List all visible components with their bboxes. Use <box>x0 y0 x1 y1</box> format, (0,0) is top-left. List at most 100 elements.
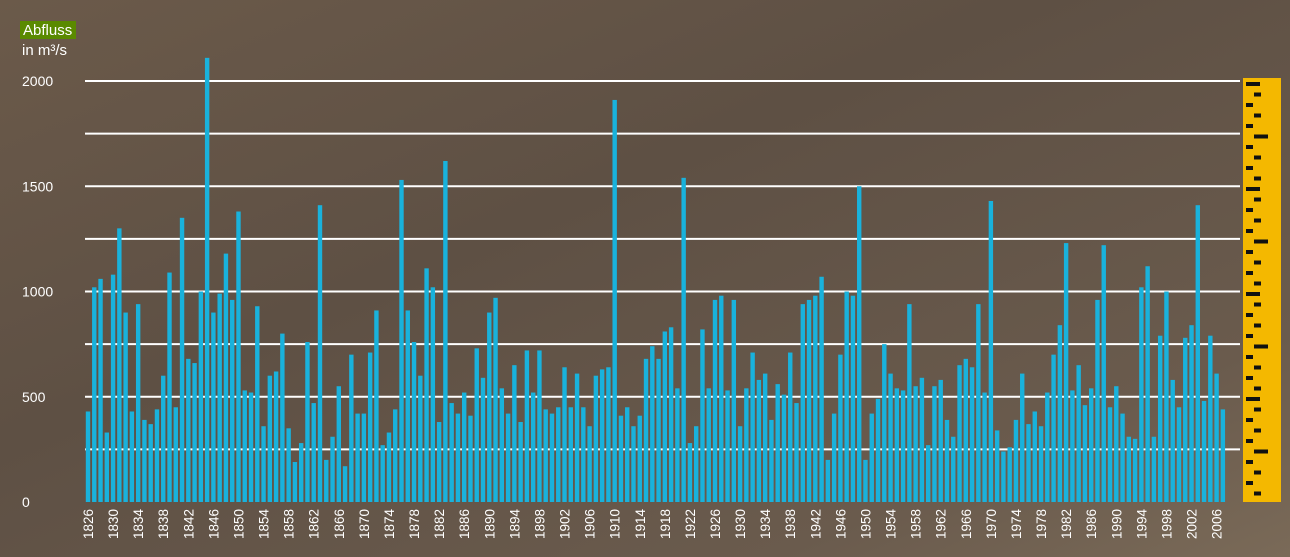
bar <box>173 407 178 502</box>
bar <box>292 462 298 502</box>
bar <box>556 407 561 502</box>
bar <box>1063 243 1069 502</box>
bar <box>568 407 573 502</box>
bar <box>1189 325 1194 502</box>
bar <box>693 426 699 502</box>
bar <box>499 388 505 502</box>
x-tick-label: 1894 <box>507 509 522 540</box>
gauge-tick <box>1254 281 1261 286</box>
bar <box>700 329 705 502</box>
x-tick-label: 1866 <box>332 509 347 539</box>
bar <box>148 424 153 502</box>
bar <box>1151 436 1157 502</box>
bar <box>788 352 793 502</box>
x-tick-label: 1950 <box>858 509 873 539</box>
bar <box>775 384 780 502</box>
gauge-tick <box>1246 460 1253 464</box>
gauge-tick <box>1254 134 1268 139</box>
bar <box>932 386 937 502</box>
bar <box>261 426 266 502</box>
bar <box>505 413 511 502</box>
bar <box>875 398 881 502</box>
x-tick-label: 1998 <box>1159 509 1174 539</box>
gauge-tick <box>1246 397 1260 401</box>
bar <box>110 274 116 502</box>
bar <box>223 253 229 502</box>
gauge-tick <box>1246 166 1253 170</box>
bar <box>719 295 724 502</box>
bar <box>336 386 341 502</box>
bar <box>280 333 285 502</box>
gauge-tick <box>1246 481 1253 485</box>
bar <box>524 350 530 502</box>
gauge-tick <box>1246 376 1253 380</box>
bar <box>781 394 787 502</box>
bar <box>938 379 943 502</box>
x-tick-label: 1858 <box>282 509 297 539</box>
gauge-tick <box>1254 155 1261 160</box>
bar <box>129 411 135 502</box>
x-tick-label: 1886 <box>457 509 472 539</box>
bar <box>1220 409 1226 502</box>
x-tick-label: 1930 <box>733 509 748 539</box>
x-tick-label: 1902 <box>558 509 573 539</box>
bar <box>625 407 630 502</box>
bar <box>750 352 755 502</box>
gauge-tick <box>1246 292 1260 296</box>
bar <box>468 415 473 502</box>
x-tick-label: 1850 <box>231 509 246 539</box>
bar <box>1170 379 1175 502</box>
x-tick-label: 1854 <box>257 509 272 540</box>
bar <box>593 375 599 502</box>
bar <box>1126 436 1132 502</box>
x-tick-label: 1982 <box>1059 509 1074 539</box>
bar <box>900 390 906 502</box>
bar <box>643 358 649 502</box>
bar <box>863 459 868 502</box>
bar <box>1214 373 1219 502</box>
x-tick-label: 1906 <box>583 509 598 539</box>
gauge-tick <box>1246 229 1253 233</box>
x-tick-label: 1870 <box>357 509 372 539</box>
x-tick-label: 1846 <box>206 509 221 539</box>
bar <box>988 200 994 503</box>
bar <box>731 299 737 502</box>
bar <box>606 367 611 502</box>
x-tick-label: 1934 <box>758 509 773 540</box>
bar <box>857 186 862 502</box>
bar <box>92 287 97 502</box>
x-tick-label: 1878 <box>407 509 422 539</box>
bar <box>737 426 743 502</box>
gauge-tick <box>1246 355 1253 359</box>
bar <box>455 413 461 502</box>
bar <box>1101 245 1106 502</box>
bar <box>179 217 185 502</box>
y-tick-label: 500 <box>22 389 46 405</box>
x-tick-label: 1862 <box>307 509 322 539</box>
bar <box>443 160 448 503</box>
y-tick-label: 1500 <box>22 178 53 194</box>
bar <box>662 331 668 502</box>
bar <box>612 99 617 502</box>
x-tick-label: 1914 <box>633 509 648 540</box>
x-tick-label: 1986 <box>1084 509 1099 539</box>
bar <box>800 304 805 502</box>
bar <box>135 304 141 502</box>
gauge-tick <box>1254 260 1261 265</box>
bar <box>549 413 555 502</box>
gauge-tick <box>1246 334 1253 338</box>
bar <box>1076 365 1081 502</box>
bar <box>192 363 197 502</box>
x-tick-label: 1990 <box>1109 509 1124 539</box>
bar <box>1020 373 1025 502</box>
bar <box>1007 447 1012 502</box>
gauge-tick <box>1246 418 1253 422</box>
bar <box>198 291 204 502</box>
bar <box>518 422 523 502</box>
x-tick-label: 1918 <box>658 509 673 539</box>
gauge-tick <box>1254 428 1261 433</box>
bar <box>355 413 360 502</box>
x-tick-label: 2006 <box>1210 509 1225 539</box>
bar <box>668 327 674 502</box>
